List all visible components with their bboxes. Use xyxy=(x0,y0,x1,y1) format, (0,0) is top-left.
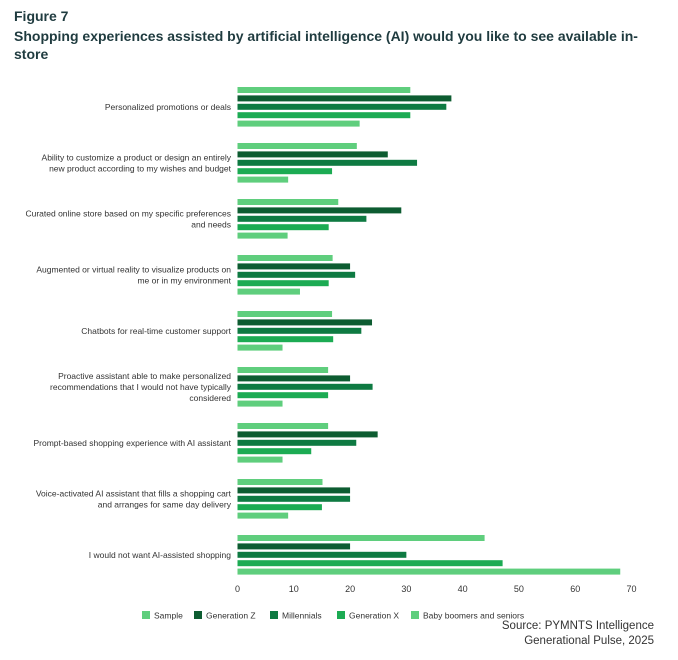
legend-swatch-millennials xyxy=(270,611,278,619)
legend-label-baby-boomers-and-seniors: Baby boomers and seniors xyxy=(423,611,524,621)
bar-1-sample xyxy=(237,87,411,93)
bar-2-millennials xyxy=(237,159,418,166)
bar-8-sample xyxy=(237,479,323,485)
bar-1-generation-x xyxy=(237,112,411,119)
bar-1-generation-z xyxy=(237,95,452,102)
bar-9-sample xyxy=(237,535,485,541)
bar-2-sample xyxy=(237,143,357,149)
bar-5-generation-x xyxy=(237,336,334,343)
x-tick-label-60: 60 xyxy=(570,584,580,594)
legend-label-millennials: Millennials xyxy=(282,611,322,621)
bar-9-millennials xyxy=(237,551,407,558)
bar-9-generation-z xyxy=(237,543,351,550)
bar-1-millennials xyxy=(237,103,447,110)
x-tick-label-40: 40 xyxy=(458,584,468,594)
bar-5-sample xyxy=(237,311,333,317)
bar-6-generation-x xyxy=(237,392,329,399)
bar-7-sample xyxy=(237,423,329,429)
x-tick-label-20: 20 xyxy=(345,584,355,594)
x-tick-label-0: 0 xyxy=(235,584,240,594)
chart-title: Shopping experiences assisted by artific… xyxy=(14,28,638,62)
category-label-1: Personalized promotions or deals xyxy=(105,102,231,112)
legend-swatch-generation-x xyxy=(337,611,345,619)
category-label-3: Curated online store based on my specifi… xyxy=(25,208,231,229)
bar-6-baby-boomers-and-seniors xyxy=(237,400,283,407)
bar-8-generation-x xyxy=(237,504,322,511)
bar-9-baby-boomers-and-seniors xyxy=(237,568,621,575)
bar-4-millennials xyxy=(237,271,356,278)
bar-4-baby-boomers-and-seniors xyxy=(237,288,300,295)
bar-4-generation-x xyxy=(237,280,329,287)
category-label-6: Proactive assistant able to make persona… xyxy=(50,371,232,403)
bar-3-generation-x xyxy=(237,224,329,231)
legend-swatch-baby-boomers-and-seniors xyxy=(411,611,419,619)
bar-7-millennials xyxy=(237,439,357,446)
bar-3-baby-boomers-and-seniors xyxy=(237,232,288,239)
bar-5-baby-boomers-and-seniors xyxy=(237,344,283,351)
bar-2-baby-boomers-and-seniors xyxy=(237,176,289,183)
legend-label-generation-z: Generation Z xyxy=(206,611,256,621)
category-label-7: Prompt-based shopping experience with AI… xyxy=(33,438,231,448)
bar-8-baby-boomers-and-seniors xyxy=(237,512,289,519)
x-tick-label-30: 30 xyxy=(401,584,411,594)
bar-2-generation-x xyxy=(237,168,333,175)
x-tick-label-10: 10 xyxy=(289,584,299,594)
bar-6-sample xyxy=(237,367,329,373)
figure-label: Figure 7 xyxy=(14,8,69,24)
x-tick-label-70: 70 xyxy=(626,584,636,594)
bar-4-generation-z xyxy=(237,263,351,270)
bar-1-baby-boomers-and-seniors xyxy=(237,120,360,127)
bar-4-sample xyxy=(237,255,333,261)
bar-3-generation-z xyxy=(237,207,402,214)
source-line-2: Generational Pulse, 2025 xyxy=(524,635,654,647)
bar-8-millennials xyxy=(237,495,351,502)
category-label-9: I would not want AI-assisted shopping xyxy=(89,550,231,560)
bar-6-generation-z xyxy=(237,375,351,382)
x-tick-label-50: 50 xyxy=(514,584,524,594)
category-label-4: Augmented or virtual reality to visualiz… xyxy=(36,264,231,285)
legend-swatch-sample xyxy=(142,611,150,619)
legend-label-sample: Sample xyxy=(154,611,183,621)
category-label-8: Voice-activated AI assistant that fills … xyxy=(36,488,232,509)
legend-swatch-generation-z xyxy=(194,611,202,619)
category-label-2: Ability to customize a product or design… xyxy=(42,152,232,173)
source-line-1: Source: PYMNTS Intelligence xyxy=(501,620,654,632)
source-note: Source: PYMNTS Intelligence Generational… xyxy=(502,619,654,649)
category-label-5: Chatbots for real-time customer support xyxy=(81,326,231,336)
bar-3-millennials xyxy=(237,215,367,222)
legend-label-generation-x: Generation X xyxy=(349,611,399,621)
bar-2-generation-z xyxy=(237,151,388,158)
bar-5-millennials xyxy=(237,327,362,334)
bar-6-millennials xyxy=(237,383,373,390)
bar-3-sample xyxy=(237,199,339,205)
bar-7-generation-x xyxy=(237,448,312,455)
bar-9-generation-x xyxy=(237,560,503,567)
bar-7-baby-boomers-and-seniors xyxy=(237,456,283,463)
bar-7-generation-z xyxy=(237,431,378,438)
bar-5-generation-z xyxy=(237,319,373,326)
bar-8-generation-z xyxy=(237,487,351,494)
